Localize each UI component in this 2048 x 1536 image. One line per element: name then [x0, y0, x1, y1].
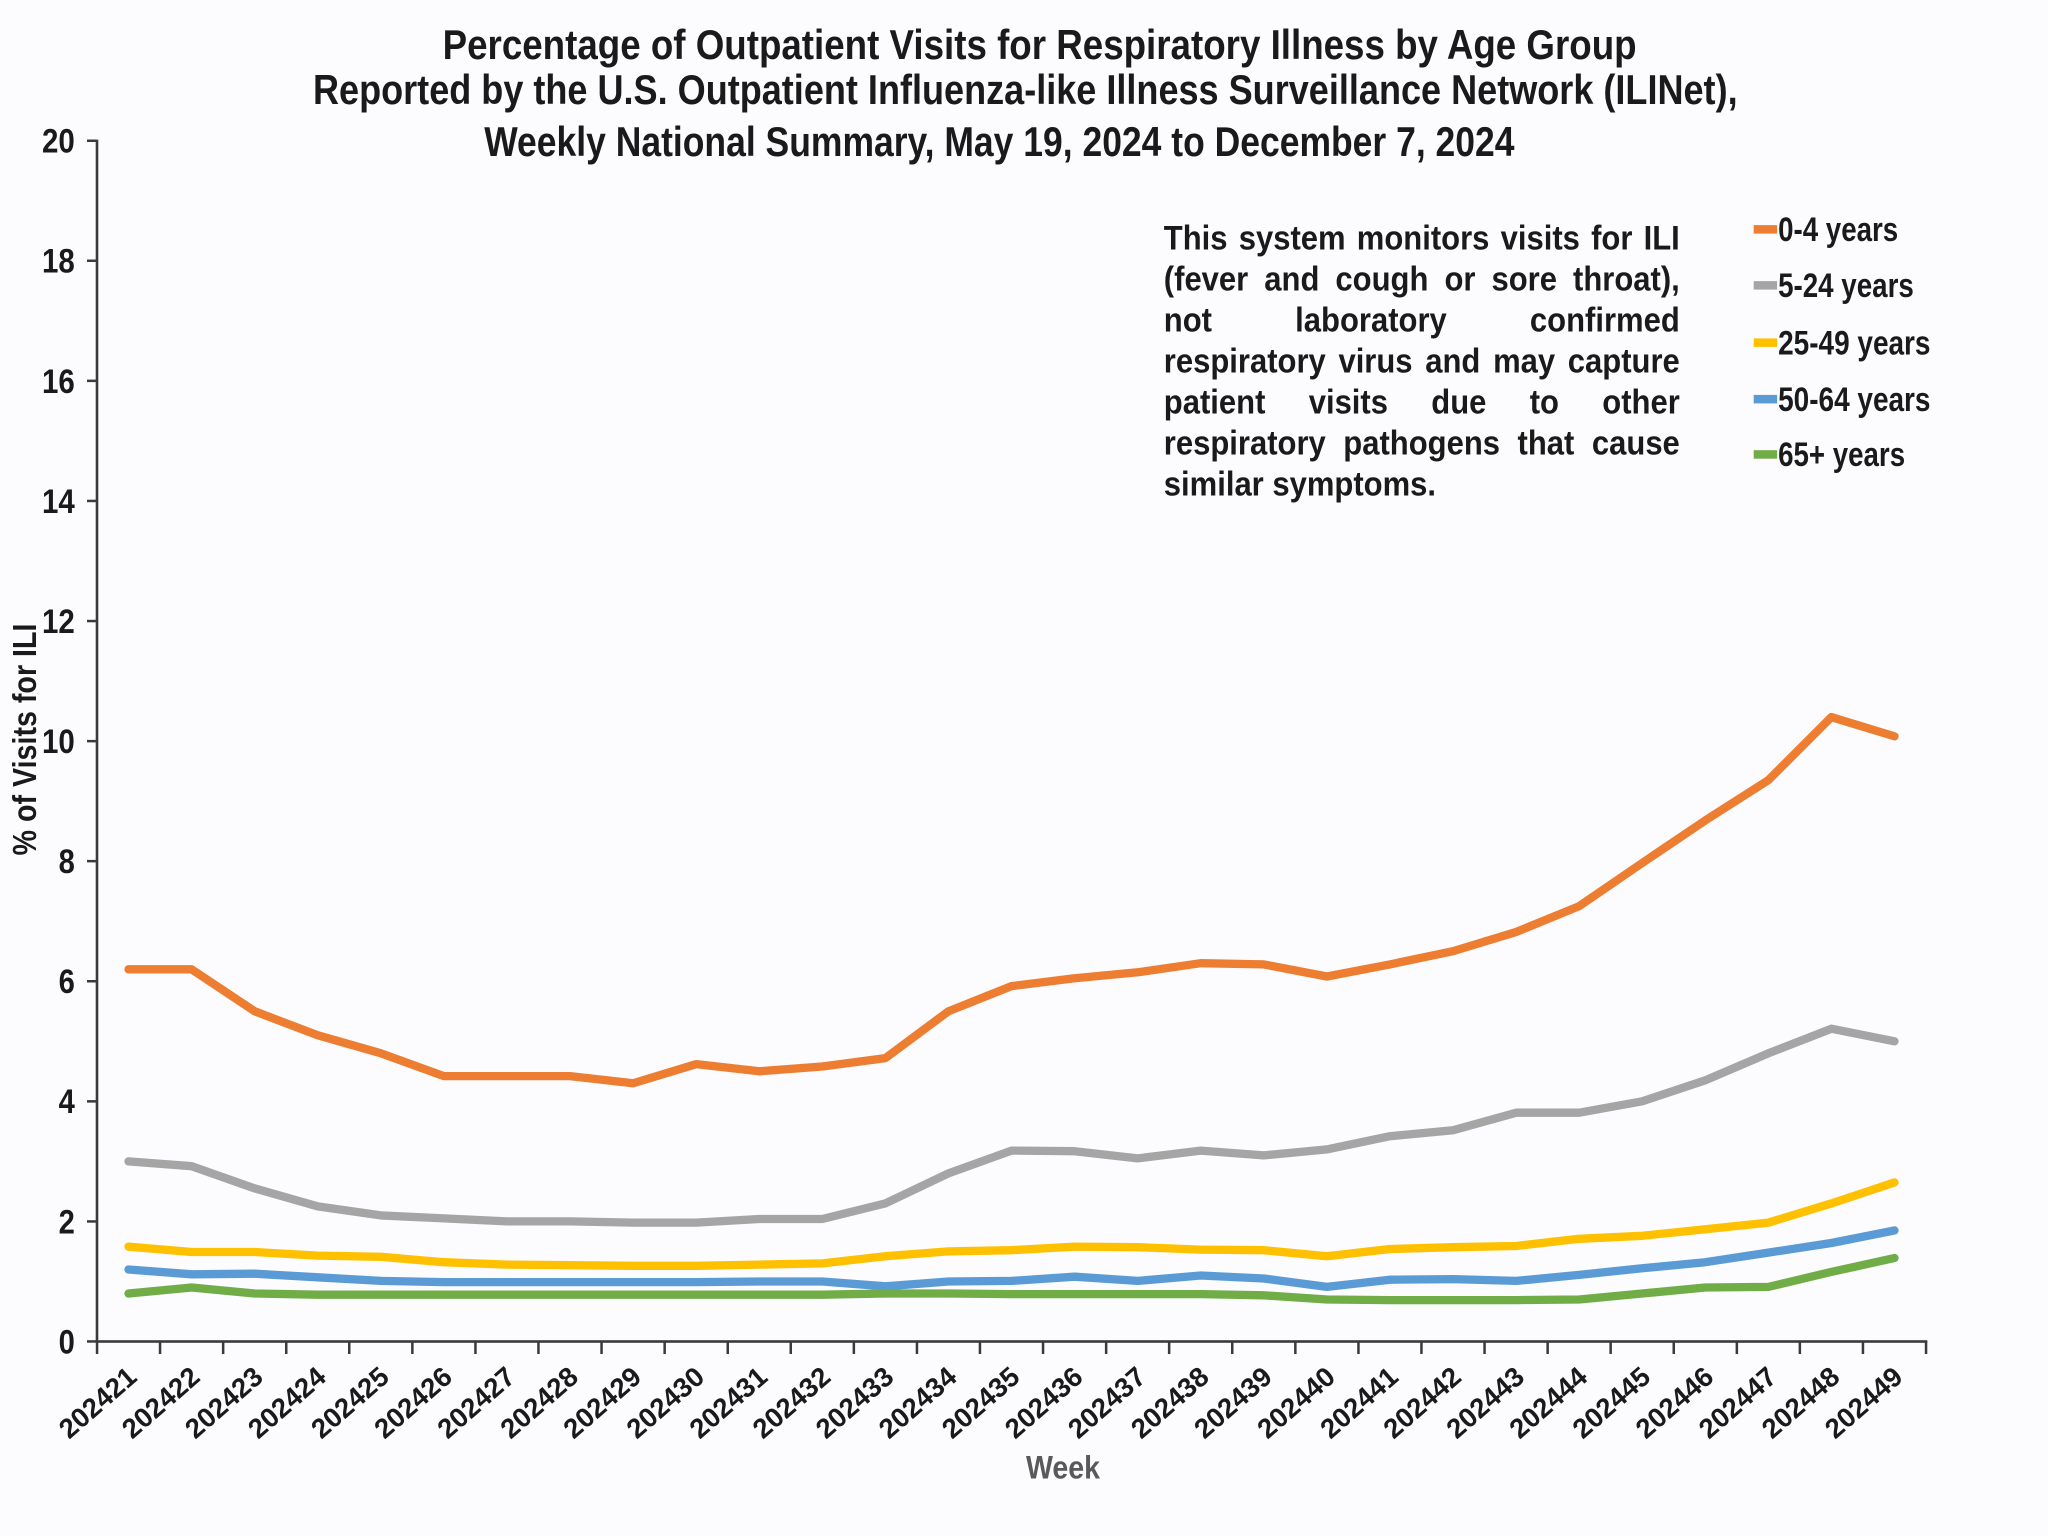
svg-text:16: 16 [42, 363, 75, 401]
svg-text:10: 10 [42, 723, 75, 761]
svg-text:8: 8 [59, 843, 75, 881]
svg-text:Percentage of Outpatient Visit: Percentage of Outpatient Visits for Resp… [443, 21, 1637, 68]
svg-text:0-4 years: 0-4 years [1778, 211, 1898, 249]
svg-text:6: 6 [59, 963, 75, 1001]
svg-text:12: 12 [42, 603, 75, 641]
svg-text:0: 0 [59, 1323, 75, 1361]
svg-text:25-49 years: 25-49 years [1778, 324, 1930, 362]
svg-text:50-64 years: 50-64 years [1778, 381, 1930, 419]
svg-text:20: 20 [42, 123, 75, 161]
svg-text:14: 14 [42, 483, 75, 521]
svg-text:2: 2 [59, 1203, 75, 1241]
svg-text:Reported by the U.S. Outpatien: Reported by the U.S. Outpatient Influenz… [313, 66, 1738, 113]
svg-text:Weekly National Summary, May 1: Weekly National Summary, May 19, 2024 to… [484, 118, 1515, 165]
svg-text:4: 4 [59, 1083, 76, 1121]
svg-text:% of Visits for ILI: % of Visits for ILI [7, 624, 44, 856]
svg-text:Week: Week [1026, 1450, 1100, 1486]
svg-text:65+ years: 65+ years [1778, 436, 1905, 474]
svg-text:18: 18 [42, 243, 75, 281]
svg-text:5-24 years: 5-24 years [1778, 267, 1914, 305]
